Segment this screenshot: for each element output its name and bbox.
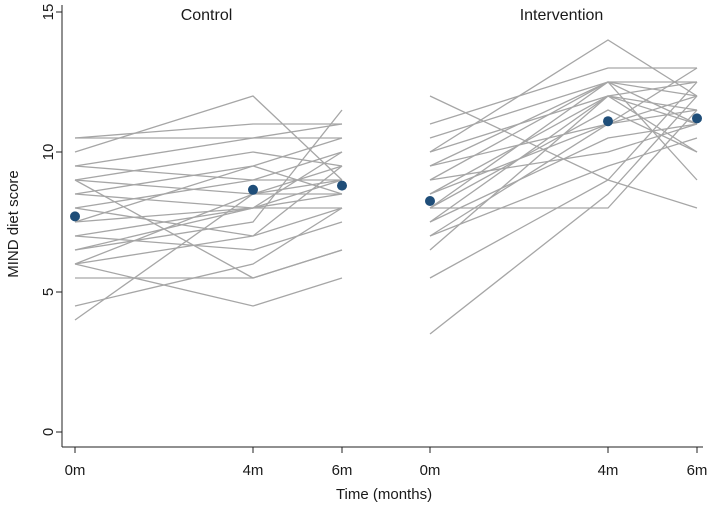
trajectory-line	[74, 207, 343, 265]
y-tick-label: 15	[40, 4, 57, 21]
trajectory-line	[74, 123, 342, 139]
y-tick-label: 5	[40, 288, 57, 296]
panel-title-control: Control	[181, 7, 233, 24]
x-tick-label: 4m	[243, 462, 264, 479]
trajectory-line	[74, 193, 343, 209]
trajectory-line	[74, 137, 343, 195]
panel-title-intervention: Intervention	[520, 7, 604, 24]
trajectory-line	[429, 137, 698, 237]
trajectory-line	[74, 207, 343, 307]
trajectory-line	[429, 109, 698, 209]
trajectory-line	[429, 67, 697, 125]
trajectory-line	[429, 67, 698, 237]
x-tick-label: 0m	[420, 462, 441, 479]
trajectory-line	[430, 109, 698, 209]
trajectory-line	[74, 179, 343, 251]
trajectory-line	[429, 95, 698, 335]
mean-point	[692, 113, 702, 124]
trajectory-line	[74, 165, 343, 223]
x-tick-label: 6m	[332, 462, 353, 479]
trajectory-line	[74, 179, 342, 209]
trajectory-line	[74, 95, 343, 181]
mean-point	[603, 116, 613, 127]
x-tick-label: 6m	[687, 462, 708, 479]
mean-point	[70, 211, 80, 222]
trajectory-line	[429, 81, 698, 209]
trajectory-line	[429, 39, 698, 153]
x-tick-label: 4m	[598, 462, 619, 479]
axes	[56, 5, 703, 453]
x-tick-label: 0m	[65, 462, 86, 479]
y-axis-title: MIND diet score	[5, 170, 22, 278]
trajectory-line	[429, 81, 698, 181]
mean-point	[425, 196, 435, 206]
mean-point	[248, 184, 258, 195]
trajectory-line	[74, 263, 343, 307]
trajectory-line	[74, 151, 343, 181]
y-tick-label: 10	[40, 144, 57, 161]
trajectory-line	[74, 151, 343, 181]
trajectory-line	[429, 81, 698, 279]
y-tick-label: 0	[40, 428, 57, 436]
trajectory-line	[74, 123, 343, 167]
trajectory-line	[429, 95, 698, 251]
plot-area	[70, 39, 702, 335]
trajectory-line	[429, 123, 698, 223]
mean-point	[337, 180, 347, 191]
x-axis-title: Time (months)	[336, 486, 432, 503]
chart-text: Time (months) MIND diet score 0 5 10 15 Cont…	[5, 4, 707, 503]
